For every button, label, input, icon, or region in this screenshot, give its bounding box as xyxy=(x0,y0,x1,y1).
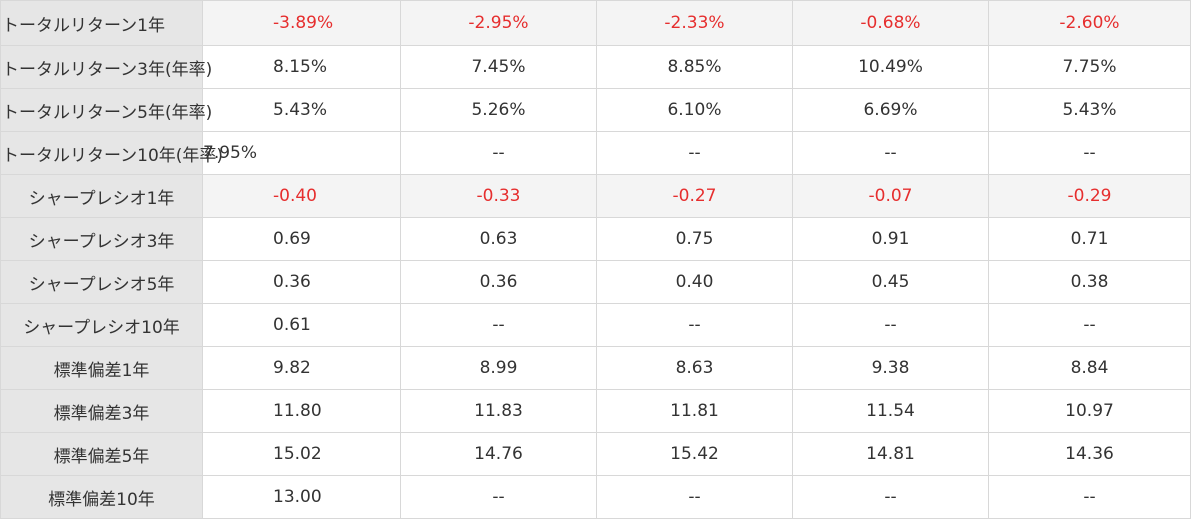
value-cell: -0.40 xyxy=(202,174,401,218)
row-label: トータルリターン1年 xyxy=(0,0,203,46)
row-label: 標準偏差1年 xyxy=(0,346,203,390)
value-cell: -- xyxy=(792,131,989,175)
value-cell: -- xyxy=(400,131,597,175)
value-cell: -- xyxy=(400,303,597,347)
value-cell: 14.76 xyxy=(400,432,597,476)
value-cell: 0.38 xyxy=(988,260,1191,304)
value-cell: 14.36 xyxy=(988,432,1191,476)
value-cell: 0.36 xyxy=(202,260,401,304)
value-cell: -2.95% xyxy=(400,0,597,46)
value-cell: 8.63 xyxy=(596,346,793,390)
row-label: トータルリターン10年(年率) xyxy=(0,131,223,175)
row-label: シャープレシオ10年 xyxy=(0,303,203,347)
row-label: 標準偏差3年 xyxy=(0,389,203,433)
value-cell: 8.15% xyxy=(202,45,401,89)
value-cell: 7.95% xyxy=(202,131,401,175)
value-cell: 6.69% xyxy=(792,88,989,132)
value-cell: 0.91 xyxy=(792,217,989,261)
value-cell: 10.97 xyxy=(988,389,1191,433)
value-cell: 0.61 xyxy=(202,303,401,347)
value-cell: 0.69 xyxy=(202,217,401,261)
table-row: シャープレシオ3年 0.69 0.63 0.75 0.91 0.71 xyxy=(0,217,1191,261)
value-cell: -- xyxy=(988,475,1191,519)
row-label: シャープレシオ1年 xyxy=(0,174,203,218)
value-cell: 7.45% xyxy=(400,45,597,89)
value-cell: 13.00 xyxy=(202,475,401,519)
value-cell: 11.83 xyxy=(400,389,597,433)
row-label: トータルリターン3年(年率) xyxy=(0,45,212,89)
table-row: トータルリターン1年 -3.89% -2.95% -2.33% -0.68% -2.60% xyxy=(0,0,1191,46)
value-cell: -0.68% xyxy=(792,0,989,46)
row-label: シャープレシオ5年 xyxy=(0,260,203,304)
value-cell: 11.54 xyxy=(792,389,989,433)
value-cell: -0.29 xyxy=(988,174,1191,218)
value-cell: 15.42 xyxy=(596,432,793,476)
row-label: シャープレシオ3年 xyxy=(0,217,203,261)
value-cell: -2.33% xyxy=(596,0,793,46)
value-cell: -2.60% xyxy=(988,0,1191,46)
table-row: 標準偏差1年 9.82 8.99 8.63 9.38 8.84 xyxy=(0,346,1191,390)
value-cell: -- xyxy=(596,131,793,175)
value-cell: -- xyxy=(596,475,793,519)
value-cell: 0.40 xyxy=(596,260,793,304)
table-row: 標準偏差3年 11.80 11.83 11.81 11.54 10.97 xyxy=(0,389,1191,433)
value-cell: -- xyxy=(988,131,1191,175)
value-cell: 8.99 xyxy=(400,346,597,390)
value-cell: -0.07 xyxy=(792,174,989,218)
table-row: シャープレシオ1年 -0.40 -0.33 -0.27 -0.07 -0.29 xyxy=(0,174,1191,218)
value-cell: -- xyxy=(988,303,1191,347)
value-cell: 9.38 xyxy=(792,346,989,390)
value-cell: -- xyxy=(792,303,989,347)
value-cell: 9.82 xyxy=(202,346,401,390)
row-label: 標準偏差5年 xyxy=(0,432,203,476)
value-cell: 7.75% xyxy=(988,45,1191,89)
value-cell: 15.02 xyxy=(202,432,401,476)
value-cell: 5.43% xyxy=(202,88,401,132)
table-row: トータルリターン10年(年率) 7.95% -- -- -- -- xyxy=(0,131,1191,175)
value-cell: 6.10% xyxy=(596,88,793,132)
value-cell: 0.71 xyxy=(988,217,1191,261)
table-row: トータルリターン3年(年率) 8.15% 7.45% 8.85% 10.49% 7.75% xyxy=(0,45,1191,89)
value-cell: -0.27 xyxy=(596,174,793,218)
value-cell: 0.75 xyxy=(596,217,793,261)
table-row: シャープレシオ5年 0.36 0.36 0.40 0.45 0.38 xyxy=(0,260,1191,304)
value-cell: 14.81 xyxy=(792,432,989,476)
value-cell: 8.84 xyxy=(988,346,1191,390)
value-cell: -3.89% xyxy=(202,0,401,46)
value-cell: 10.49% xyxy=(792,45,989,89)
value-cell: -- xyxy=(596,303,793,347)
value-cell: 8.85% xyxy=(596,45,793,89)
value-cell: 0.63 xyxy=(400,217,597,261)
table-row: シャープレシオ10年 0.61 -- -- -- -- xyxy=(0,303,1191,347)
table-row: 標準偏差10年 13.00 -- -- -- -- xyxy=(0,475,1191,519)
value-cell: -0.33 xyxy=(400,174,597,218)
value-cell: 11.81 xyxy=(596,389,793,433)
value-cell: 11.80 xyxy=(202,389,401,433)
value-cell: 0.45 xyxy=(792,260,989,304)
value-cell: 5.43% xyxy=(988,88,1191,132)
value-cell: -- xyxy=(792,475,989,519)
value-cell: 0.36 xyxy=(400,260,597,304)
value-cell: 5.26% xyxy=(400,88,597,132)
value-cell: -- xyxy=(400,475,597,519)
table-row: 標準偏差5年 15.02 14.76 15.42 14.81 14.36 xyxy=(0,432,1191,476)
row-label: 標準偏差10年 xyxy=(0,475,203,519)
row-label: トータルリターン5年(年率) xyxy=(0,88,212,132)
table-row: トータルリターン5年(年率) 5.43% 5.26% 6.10% 6.69% 5.43% xyxy=(0,88,1191,132)
